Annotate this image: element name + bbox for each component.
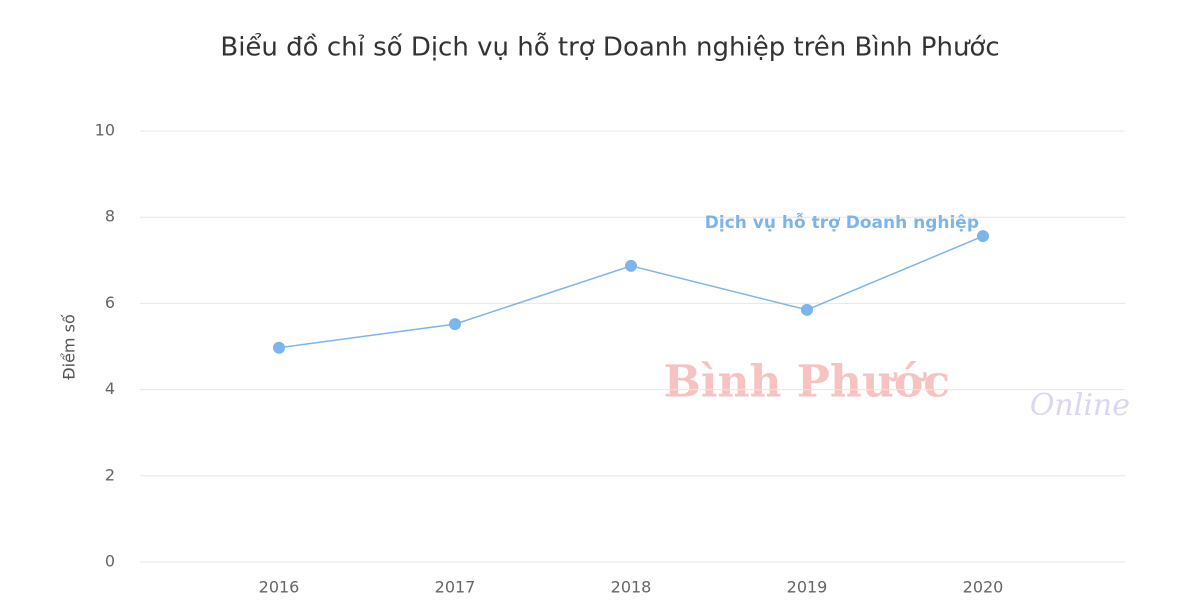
x-tick-label: 2016 — [259, 578, 300, 597]
data-point — [273, 341, 285, 354]
y-tick-label: 8 — [105, 207, 115, 226]
x-tick-label: 2019 — [787, 578, 828, 597]
x-tick-label: 2017 — [435, 578, 476, 597]
y-tick-label: 6 — [105, 293, 115, 312]
chart-title: Biểu đồ chỉ số Dịch vụ hỗ trợ Doanh nghi… — [220, 32, 999, 63]
y-tick-label: 2 — [105, 465, 115, 484]
watermark: Bình Phước — [664, 357, 950, 408]
series-line — [278, 235, 984, 349]
y-axis-label: Điểm số — [60, 314, 79, 380]
x-tick-label: 2020 — [963, 578, 1004, 597]
data-point — [977, 230, 989, 243]
data-point — [801, 303, 813, 316]
y-tick-label: 4 — [105, 379, 115, 398]
y-tick-label: 10 — [95, 121, 115, 140]
data-point — [449, 318, 461, 331]
y-tick-label: 0 — [105, 552, 115, 571]
data-point — [625, 259, 637, 272]
x-tick-label: 2018 — [611, 578, 652, 597]
series-label: Dịch vụ hỗ trợ Doanh nghiệp — [705, 211, 979, 233]
watermark: Online — [1030, 388, 1130, 423]
